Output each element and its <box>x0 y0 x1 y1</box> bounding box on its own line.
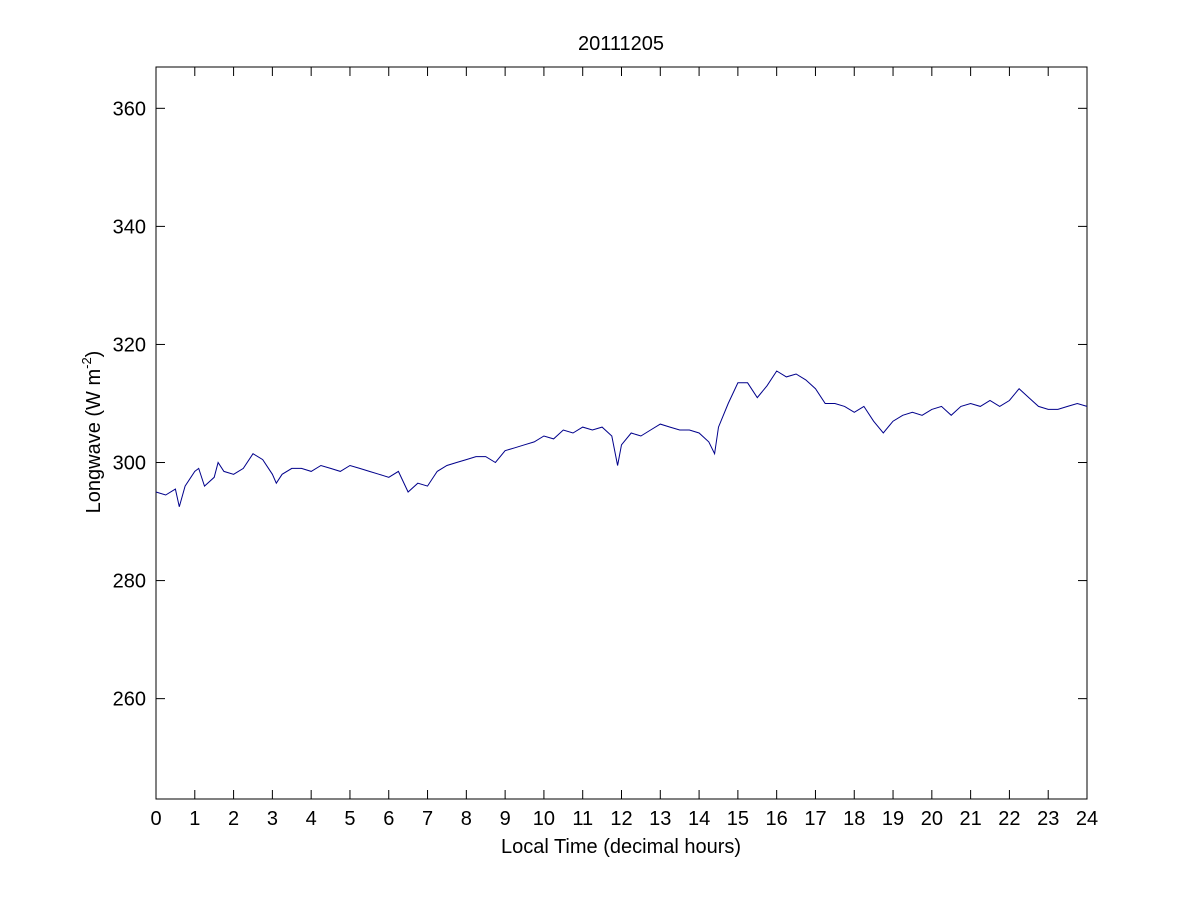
y-tick-label: 300 <box>113 453 146 475</box>
x-tick-label: 2 <box>228 808 239 830</box>
x-tick-label: 14 <box>688 808 710 830</box>
x-tick-label: 17 <box>804 808 826 830</box>
x-tick-label: 19 <box>882 808 904 830</box>
y-tick-label: 320 <box>113 334 146 356</box>
x-tick-label: 10 <box>533 808 555 830</box>
x-tick-label: 12 <box>610 808 632 830</box>
x-tick-label: 8 <box>461 808 472 830</box>
x-tick-label: 1 <box>189 808 200 830</box>
chart-title: 20111205 <box>578 33 664 55</box>
y-tick-label: 280 <box>113 571 146 593</box>
plot-area: 0 1 2 3 4 5 6 7 8 9 10 11 12 13 14 15 16 17 18 19 20 21 22 23 24… <box>113 66 1098 830</box>
x-tick-label: 22 <box>998 808 1020 830</box>
x-tick-label: 9 <box>500 808 511 830</box>
axes-box <box>155 66 1088 800</box>
x-tick-label: 21 <box>960 808 982 830</box>
y-tick-label: 360 <box>113 98 146 120</box>
y-axis-label-superscript: -2 <box>79 357 94 369</box>
x-tick-label: 11 <box>572 808 593 830</box>
y-tick-label: 260 <box>113 689 146 711</box>
x-tick-label: 13 <box>649 808 671 830</box>
y-tick-label: 340 <box>113 216 146 238</box>
x-tick-label: 18 <box>843 808 865 830</box>
y-axis: 260 280 300 320 340 360 <box>113 98 1087 711</box>
x-axis-label: Local Time (decimal hours) <box>501 836 741 858</box>
x-tick-label: 6 <box>383 808 394 830</box>
y-axis-label-main: Longwave (W m <box>83 369 105 514</box>
x-tick-label: 0 <box>150 808 161 830</box>
x-tick-label: 16 <box>766 808 788 830</box>
y-axis-label: Longwave (W m-2) <box>79 351 105 514</box>
x-tick-label: 15 <box>727 808 749 830</box>
x-tick-label: 7 <box>422 808 433 830</box>
x-axis: 0 1 2 3 4 5 6 7 8 9 10 11 12 13 14 15 16 17 18 19 20 21 22 23 24 <box>150 67 1098 830</box>
x-tick-label: 23 <box>1037 808 1059 830</box>
y-axis-label-close: ) <box>83 351 105 358</box>
x-tick-label: 20 <box>921 808 943 830</box>
series-line-longwave <box>155 370 1088 507</box>
x-tick-label: 3 <box>267 808 278 830</box>
x-tick-label: 5 <box>344 808 355 830</box>
x-tick-label: 4 <box>306 808 317 830</box>
x-tick-label: 24 <box>1076 808 1098 830</box>
